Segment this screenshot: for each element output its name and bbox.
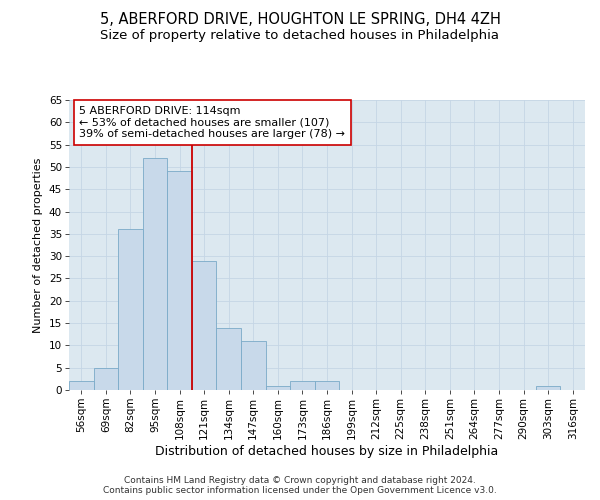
Bar <box>192 260 217 390</box>
Bar <box>290 381 315 390</box>
Bar <box>217 328 241 390</box>
Text: 5 ABERFORD DRIVE: 114sqm
← 53% of detached houses are smaller (107)
39% of semi-: 5 ABERFORD DRIVE: 114sqm ← 53% of detach… <box>79 106 346 139</box>
Bar <box>315 381 339 390</box>
Text: Contains HM Land Registry data © Crown copyright and database right 2024.
Contai: Contains HM Land Registry data © Crown c… <box>103 476 497 495</box>
Text: Size of property relative to detached houses in Philadelphia: Size of property relative to detached ho… <box>101 29 499 42</box>
Y-axis label: Number of detached properties: Number of detached properties <box>33 158 43 332</box>
Bar <box>118 230 143 390</box>
Bar <box>143 158 167 390</box>
Bar <box>536 386 560 390</box>
Bar <box>94 368 118 390</box>
X-axis label: Distribution of detached houses by size in Philadelphia: Distribution of detached houses by size … <box>155 444 499 458</box>
Bar <box>167 172 192 390</box>
Bar <box>69 381 94 390</box>
Bar <box>241 341 266 390</box>
Bar <box>266 386 290 390</box>
Text: 5, ABERFORD DRIVE, HOUGHTON LE SPRING, DH4 4ZH: 5, ABERFORD DRIVE, HOUGHTON LE SPRING, D… <box>100 12 500 28</box>
